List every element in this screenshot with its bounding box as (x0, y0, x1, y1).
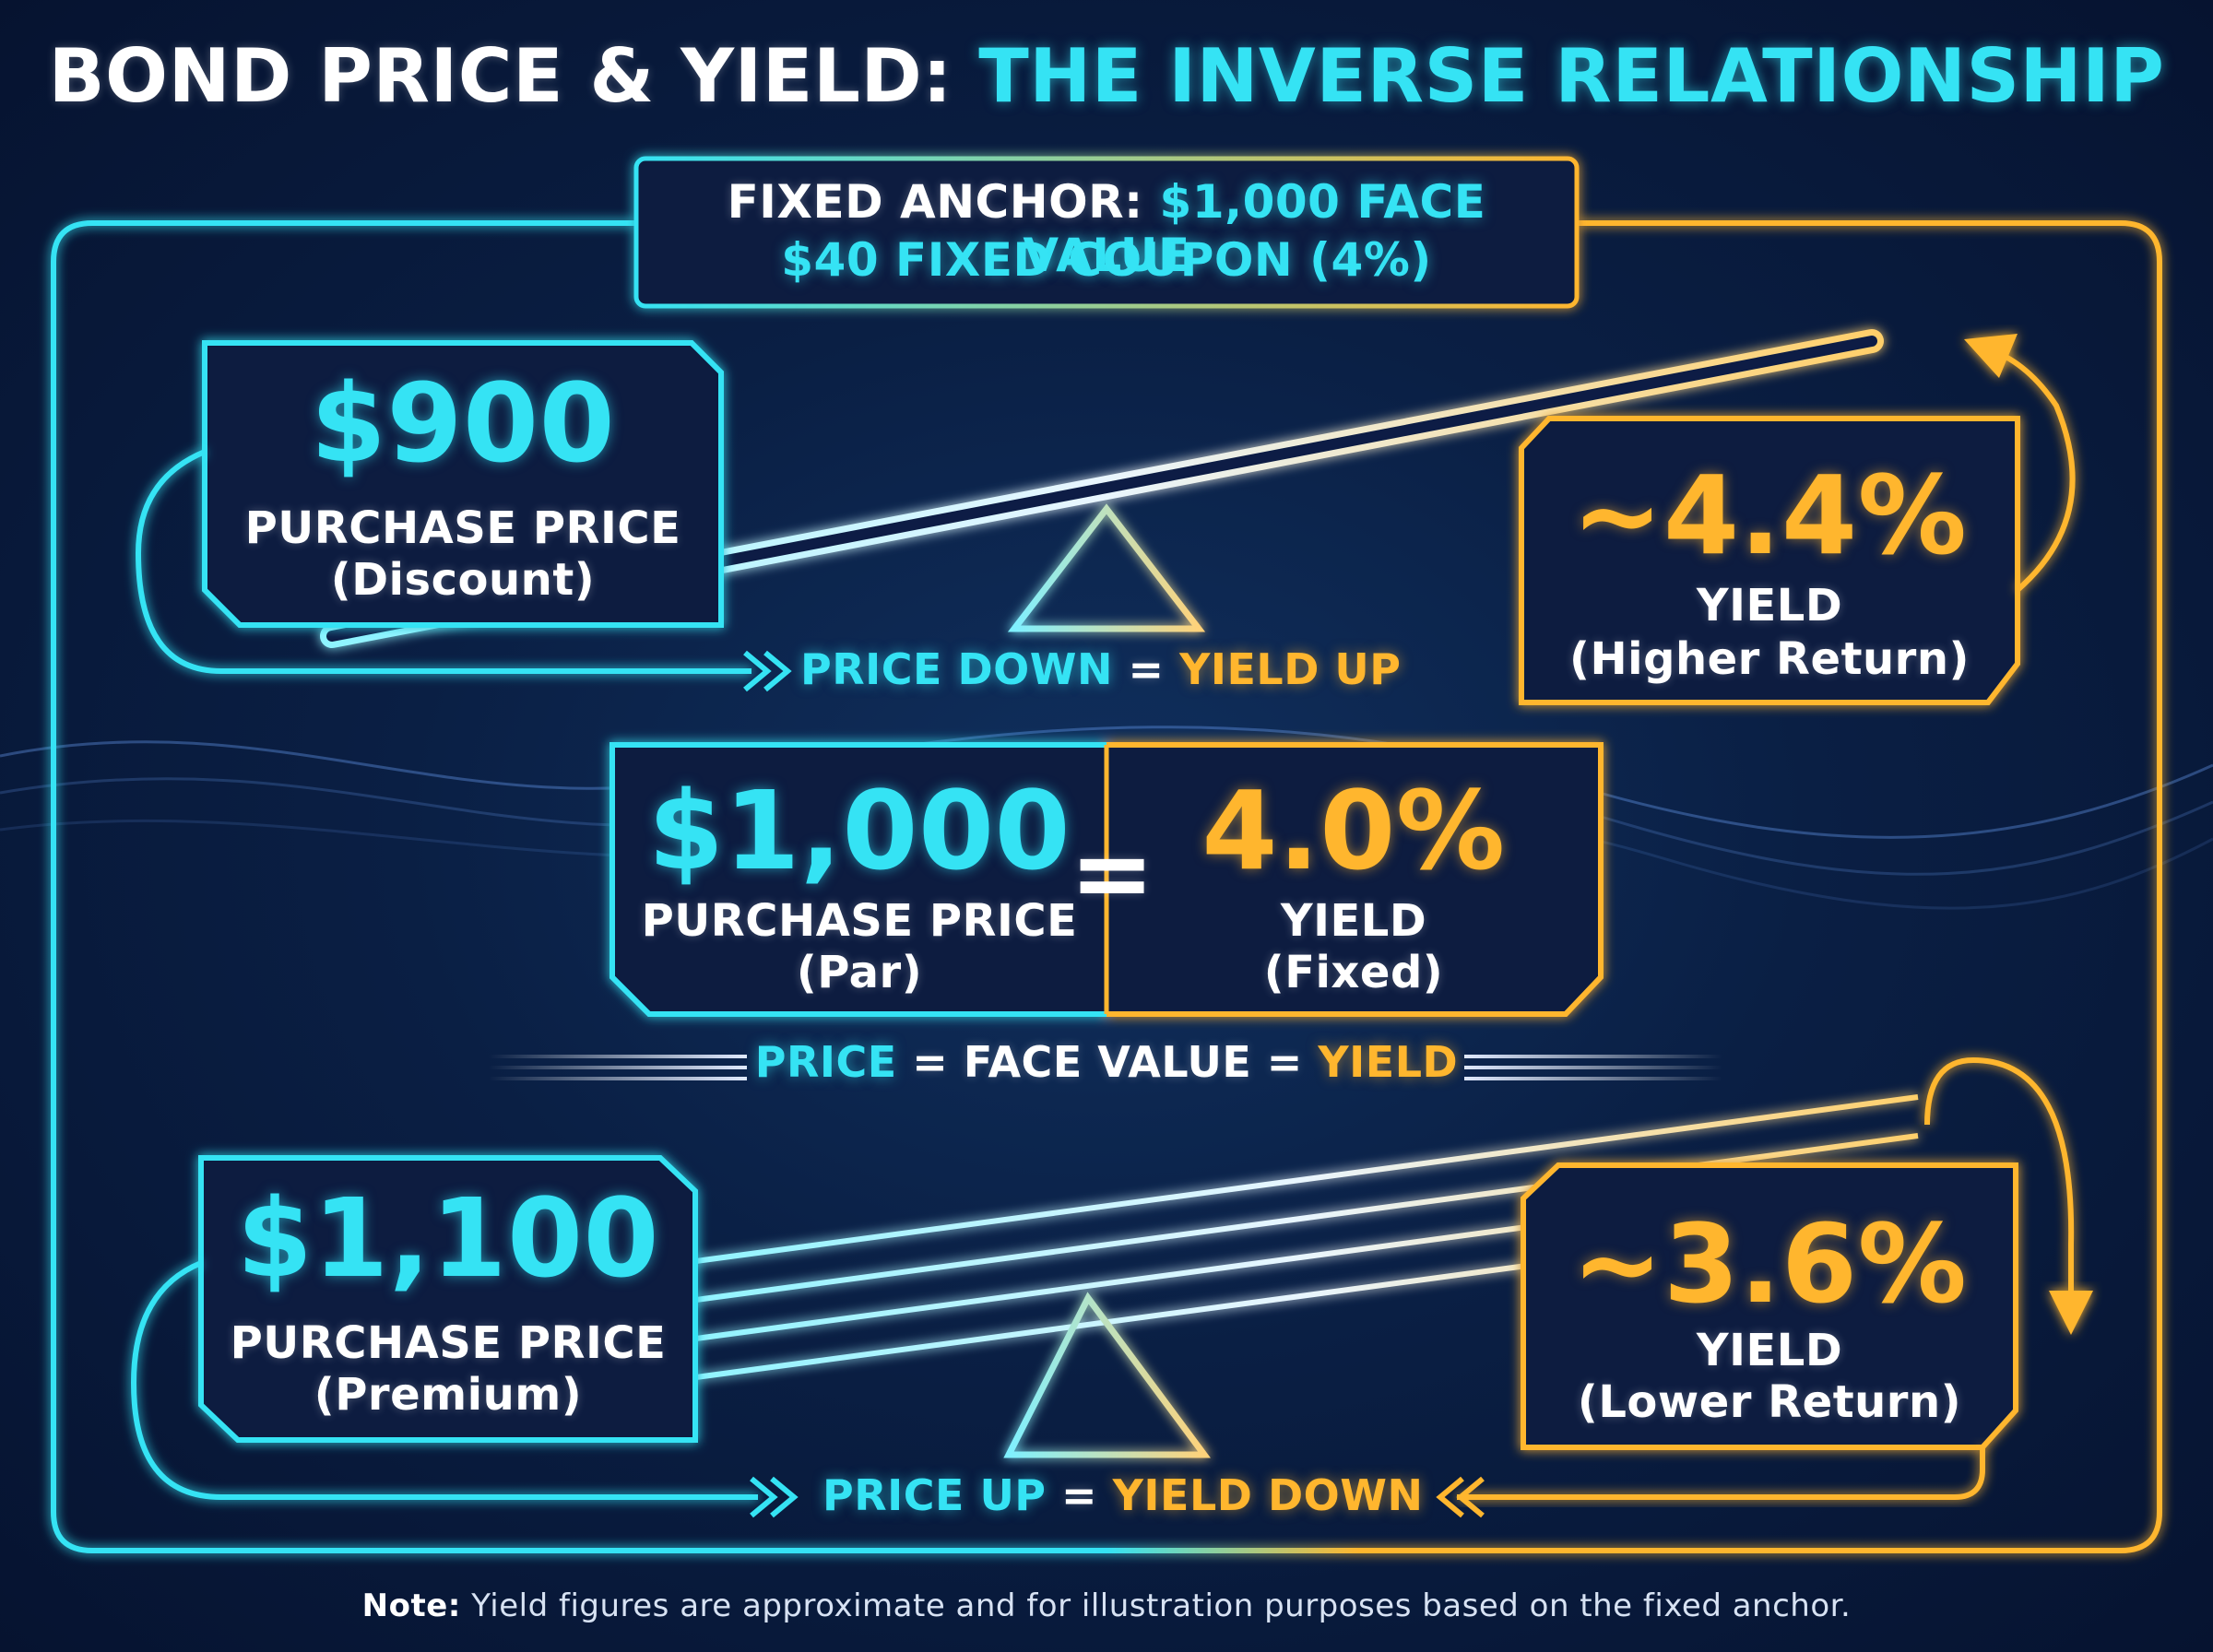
discount-price: $900 (310, 360, 616, 487)
anchor-line-1: FIXED ANCHOR: $1,000 FACE VALUE (636, 175, 1577, 282)
par-rule: PRICE = FACE VALUE = YIELD (738, 1038, 1475, 1087)
title-part-1: BOND PRICE & YIELD: (48, 33, 953, 119)
par-rule-price: PRICE (754, 1037, 897, 1087)
premium-fulcrum (1003, 1292, 1211, 1458)
premium-price-label: PURCHASE PRICE (230, 1317, 667, 1369)
anchor-face-value: $1,000 FACE VALUE (1023, 175, 1486, 282)
premium-price: $1,100 (236, 1174, 660, 1302)
discount-yield-note: (Higher Return) (1569, 633, 1970, 685)
par-rule-yield: YIELD (1318, 1037, 1459, 1087)
double-chevron-left-icon (1436, 1476, 1485, 1518)
curved-up-arrow-icon (1990, 348, 2076, 593)
par-rule-face-value: FACE VALUE (963, 1037, 1252, 1087)
footnote-label: Note: (361, 1587, 461, 1624)
par-equals-sign: = (1070, 814, 1155, 932)
par-yield-note: (Fixed) (1263, 947, 1444, 998)
anchor-coupon: $40 FIXED COUPON (4%) (781, 233, 1432, 287)
premium-rule-price: PRICE UP (822, 1470, 1047, 1520)
arrowhead-down-icon (2049, 1291, 2093, 1335)
discount-price-note: (Discount) (330, 554, 596, 606)
premium-yield-label: YIELD (1696, 1325, 1843, 1376)
premium-return-line (1457, 1447, 1985, 1500)
discount-yield: ~4.4% (1571, 452, 1968, 579)
footnote: Note: Yield figures are approximate and … (0, 1587, 2213, 1624)
discount-flow-line (135, 449, 751, 674)
premium-rule: PRICE UP = YIELD DOWN (822, 1471, 1423, 1520)
par-yield: 4.0% (1201, 767, 1506, 894)
discount-yield-box (1519, 416, 2020, 705)
par-price-note: (Par) (796, 947, 923, 998)
discount-rule: PRICE DOWN = YIELD UP (800, 645, 1402, 694)
premium-rule-equals: = (1061, 1470, 1098, 1520)
footnote-text: Yield figures are approximate and for il… (471, 1587, 1852, 1624)
arrowhead-up-icon (1964, 334, 2018, 378)
discount-price-label: PURCHASE PRICE (244, 502, 681, 554)
discount-fulcrum (1007, 503, 1206, 632)
double-chevron-icon (750, 1476, 799, 1518)
par-price: $1,000 (647, 767, 1071, 894)
outer-frame (51, 220, 2162, 1553)
anchor-box (633, 156, 1580, 309)
premium-price-note: (Premium) (314, 1369, 583, 1421)
discount-rule-price: PRICE DOWN (800, 644, 1113, 694)
double-chevron-icon (743, 650, 792, 692)
par-price-label: PURCHASE PRICE (641, 895, 1078, 947)
title-part-2: THE INVERSE RELATIONSHIP (978, 33, 2165, 119)
anchor-label: FIXED ANCHOR: (727, 175, 1143, 229)
par-rule-equals-2: = (1266, 1037, 1303, 1087)
premium-beam (681, 1094, 1919, 1266)
premium-rule-yield: YIELD DOWN (1112, 1470, 1424, 1520)
premium-price-box (198, 1155, 698, 1443)
par-rule-equals-1: = (912, 1037, 949, 1087)
discount-price-box (202, 340, 724, 628)
page-title: BOND PRICE & YIELD: THE INVERSE RELATION… (0, 33, 2213, 119)
premium-yield: ~3.6% (1571, 1200, 1968, 1328)
discount-rule-equals: = (1128, 644, 1165, 694)
curved-down-arrow-icon (1924, 1056, 2075, 1291)
discount-rule-yield: YIELD UP (1179, 644, 1402, 694)
par-rule-lines (489, 1055, 1722, 1080)
par-yield-label: YIELD (1280, 895, 1427, 947)
premium-flow-line (130, 1260, 758, 1500)
premium-yield-note: (Lower Return) (1577, 1376, 1962, 1428)
discount-yield-label: YIELD (1696, 580, 1843, 631)
